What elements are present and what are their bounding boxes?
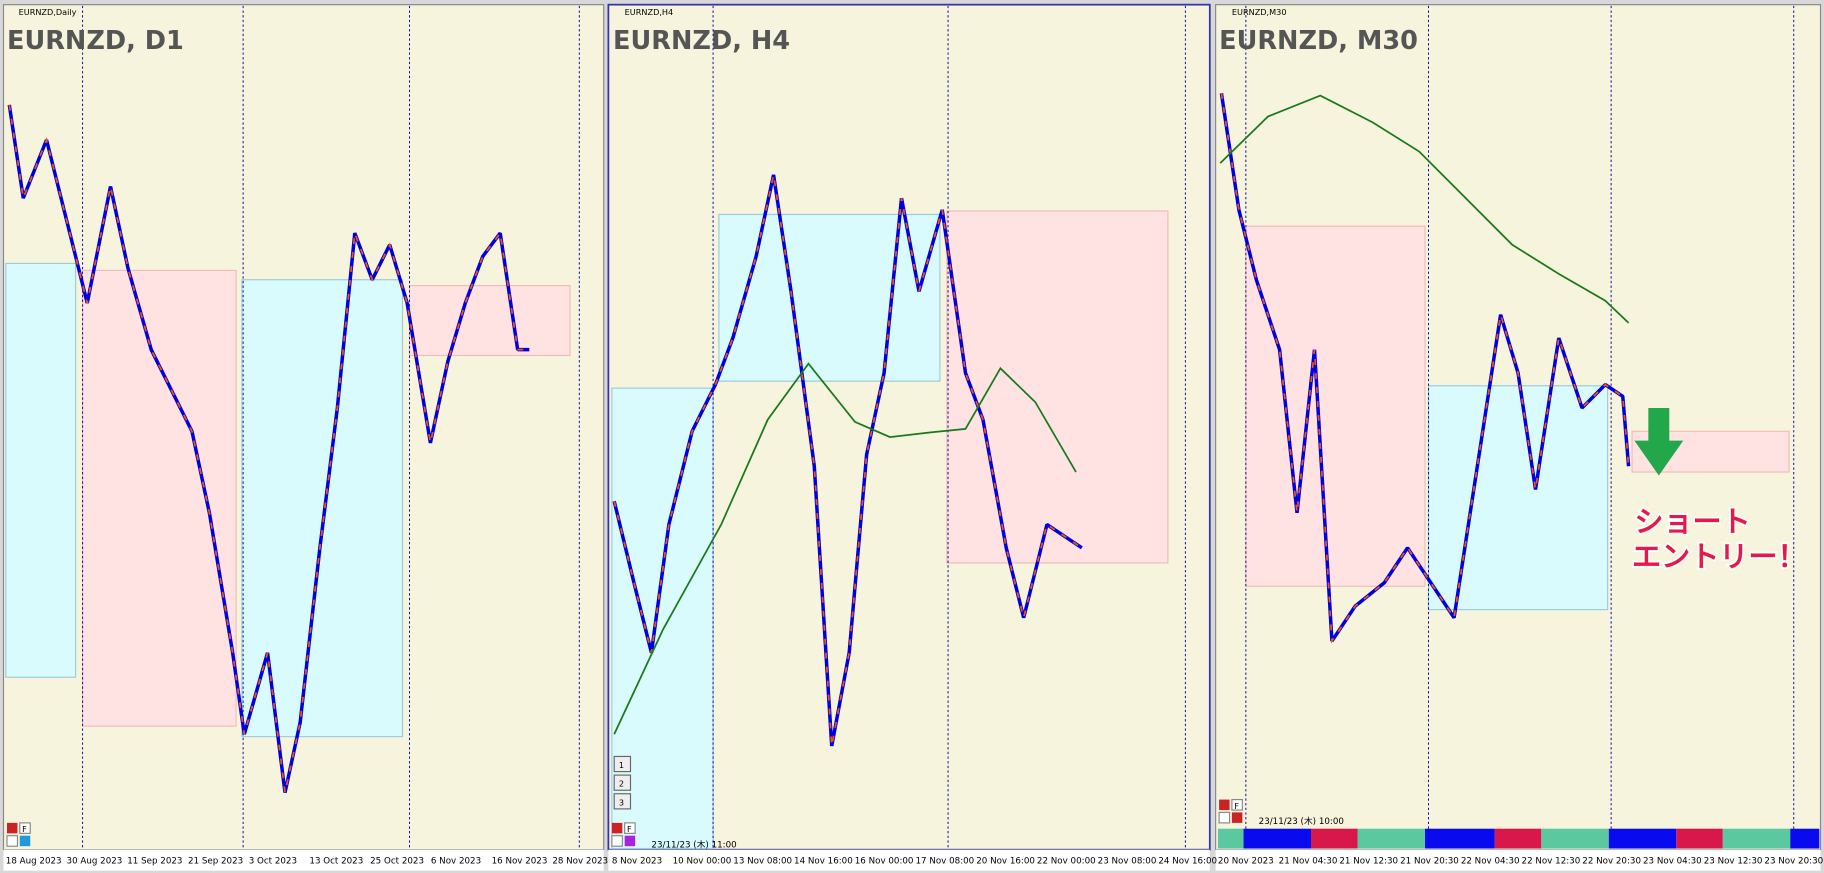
x-axis-label: 3 Oct 2023: [249, 857, 297, 867]
button-label[interactable]: F: [627, 824, 632, 834]
annotation: ショート: [1634, 504, 1750, 538]
price-lines: [7, 92, 1631, 793]
x-axis-label: 30 Aug 2023: [67, 857, 123, 867]
x-axis-label: 23 Nov 04:30: [1643, 857, 1702, 867]
down-arrow: [1634, 407, 1684, 476]
x-axis-label: 6 Nov 2023: [431, 857, 481, 867]
x-axis-label: 22 Nov 20:30: [1582, 857, 1641, 867]
x-axis-label: 8 Nov 2023: [612, 857, 662, 867]
x-axis-label: 23 Nov 12:30: [1704, 857, 1763, 867]
x-axis-label: 16 Nov 2023: [492, 857, 548, 867]
x-axis-label: 21 Sep 2023: [188, 857, 243, 867]
x-axis-label: 13 Oct 2023: [309, 857, 363, 867]
x-axis-label: 21 Nov 20:30: [1400, 857, 1459, 867]
window-label: EURNZD,H4: [625, 7, 674, 17]
button-label[interactable]: 2: [619, 779, 624, 789]
separators: [82, 5, 1795, 849]
annotation: エントリー！: [1632, 539, 1807, 573]
corner-buttons[interactable]: [6, 755, 1243, 847]
x-axis-label: 25 Oct 2023: [370, 857, 424, 867]
x-axis-label: 28 Nov 2023: [552, 857, 608, 867]
x-axis-label: 23 Nov 20:30: [1764, 857, 1823, 867]
window-label: EURNZD,Daily: [19, 7, 77, 17]
axis-strip: [1215, 849, 1821, 871]
x-axis-label: 24 Nov 16:00: [1158, 857, 1217, 867]
x-axis-label: 10 Nov 00:00: [673, 857, 732, 867]
chart-title: EURNZD, M30: [1219, 26, 1418, 56]
x-axis-label: 20 Nov 16:00: [976, 857, 1035, 867]
button-label[interactable]: F: [1234, 801, 1239, 811]
chart-title: EURNZD, D1: [7, 26, 184, 56]
x-axis-label: 22 Nov 12:30: [1522, 857, 1581, 867]
x-axis-label: 17 Nov 08:00: [915, 857, 974, 867]
x-axis-label: 21 Nov 04:30: [1279, 857, 1338, 867]
color-bar: [1217, 828, 1820, 849]
window-label: EURNZD,M30: [1232, 7, 1287, 17]
x-axis-label: 21 Nov 12:30: [1339, 857, 1398, 867]
x-axis-label: 23 Nov 08:00: [1098, 857, 1157, 867]
x-axis-label: 20 Nov 2023: [1218, 857, 1274, 867]
timestamp: 23/11/23 (木) 11:00: [651, 838, 736, 850]
x-axis-label: 14 Nov 16:00: [794, 857, 853, 867]
button-label[interactable]: F: [22, 824, 27, 834]
button-label[interactable]: 1: [619, 760, 624, 770]
button-label[interactable]: 3: [619, 797, 624, 807]
x-axis-label: 11 Sep 2023: [127, 857, 182, 867]
chart-title: EURNZD, H4: [613, 26, 790, 56]
x-axis-label: 22 Nov 04:30: [1461, 857, 1520, 867]
x-axis-label: 13 Nov 08:00: [733, 857, 792, 867]
axis-strip: [3, 849, 604, 871]
x-axis-label: 22 Nov 00:00: [1037, 857, 1096, 867]
timestamp: 23/11/23 (木) 10:00: [1259, 815, 1344, 827]
x-axis-label: 16 Nov 00:00: [855, 857, 914, 867]
x-axis-label: 18 Aug 2023: [6, 857, 62, 867]
axis-strip: [608, 849, 1210, 871]
